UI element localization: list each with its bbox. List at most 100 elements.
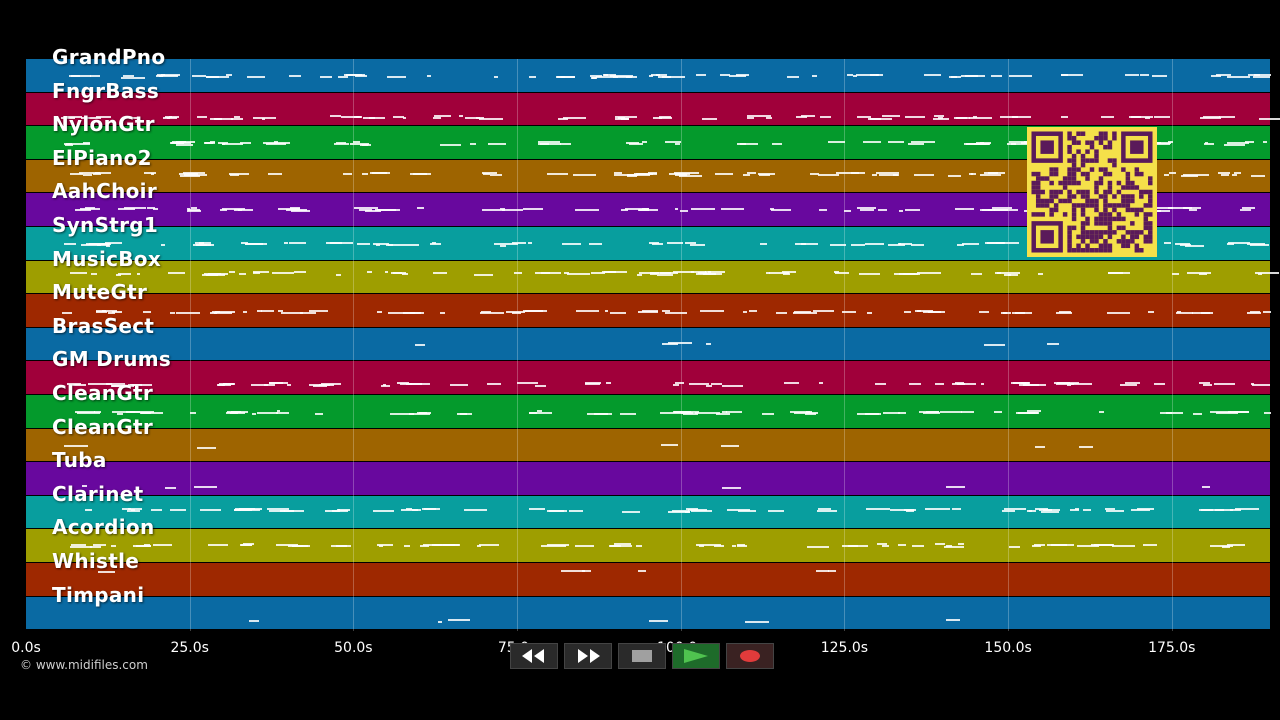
note [951,507,961,510]
note [745,621,770,624]
note [160,74,166,77]
note [221,142,243,145]
note [955,116,971,119]
note [828,569,836,572]
note [90,545,102,548]
note [402,116,406,119]
note [266,508,290,511]
track-lane [26,428,1270,462]
note [781,271,796,274]
note [420,545,430,548]
fast-forward-icon [578,649,600,663]
note [1251,174,1265,177]
note [210,312,233,315]
note [928,310,941,313]
note [1175,243,1191,246]
note [256,411,278,414]
note [1231,544,1245,547]
track-label: NylonGtr [52,112,155,137]
note [220,209,228,212]
note [82,485,88,488]
record-button[interactable] [726,643,774,669]
note [872,174,877,177]
note [1204,141,1208,144]
note [96,243,110,246]
note [613,172,622,175]
note [759,174,770,177]
note [1040,510,1059,513]
note [593,412,609,415]
track-label: GM Drums [52,347,172,372]
note [926,411,939,414]
note [376,544,394,547]
note [246,75,266,78]
note [769,207,775,210]
note [1042,509,1060,512]
stop-button[interactable] [618,643,666,669]
note [760,243,767,246]
note [378,544,383,547]
note [192,74,206,77]
note [71,544,87,547]
note [621,208,628,211]
note [517,381,538,384]
note [403,311,425,314]
note [61,116,75,119]
grid-line [189,59,191,631]
note [628,142,644,145]
note [897,411,906,414]
note [206,273,226,276]
note [463,508,487,511]
note [856,207,876,210]
note [807,545,829,548]
note [1214,383,1235,386]
note [615,115,638,118]
note [320,75,332,78]
note [228,271,236,274]
note [61,311,72,314]
note [966,142,990,145]
note [156,74,181,77]
note [899,209,903,212]
note [129,383,153,386]
play-button[interactable] [672,643,720,669]
note [94,411,102,414]
track-lane [26,596,1270,630]
note [256,310,263,313]
note [529,508,546,511]
note [980,382,985,385]
rewind-button[interactable] [510,643,558,669]
time-tick-label: 175.0s [1148,640,1196,656]
note [726,508,750,511]
note [876,543,887,546]
note [610,312,627,315]
note [590,271,606,274]
note [603,74,617,77]
note [408,412,431,415]
note [386,76,407,79]
track-lane [26,361,1270,394]
note [934,543,946,546]
note [354,75,368,78]
note [127,508,142,511]
note [765,117,772,120]
fast-forward-button[interactable] [564,643,612,669]
note [559,143,572,146]
note [604,310,608,313]
note [1112,544,1135,547]
note [69,271,87,274]
note [459,115,463,118]
note [262,142,272,145]
note [92,543,106,546]
note [231,118,243,121]
note [85,242,111,245]
note [737,509,756,512]
note [390,412,415,415]
track-label: GrandPno [52,45,166,69]
note [1119,384,1138,387]
note [289,207,300,210]
note [199,509,221,512]
note [345,74,366,77]
note [176,143,194,146]
note [988,172,1006,175]
